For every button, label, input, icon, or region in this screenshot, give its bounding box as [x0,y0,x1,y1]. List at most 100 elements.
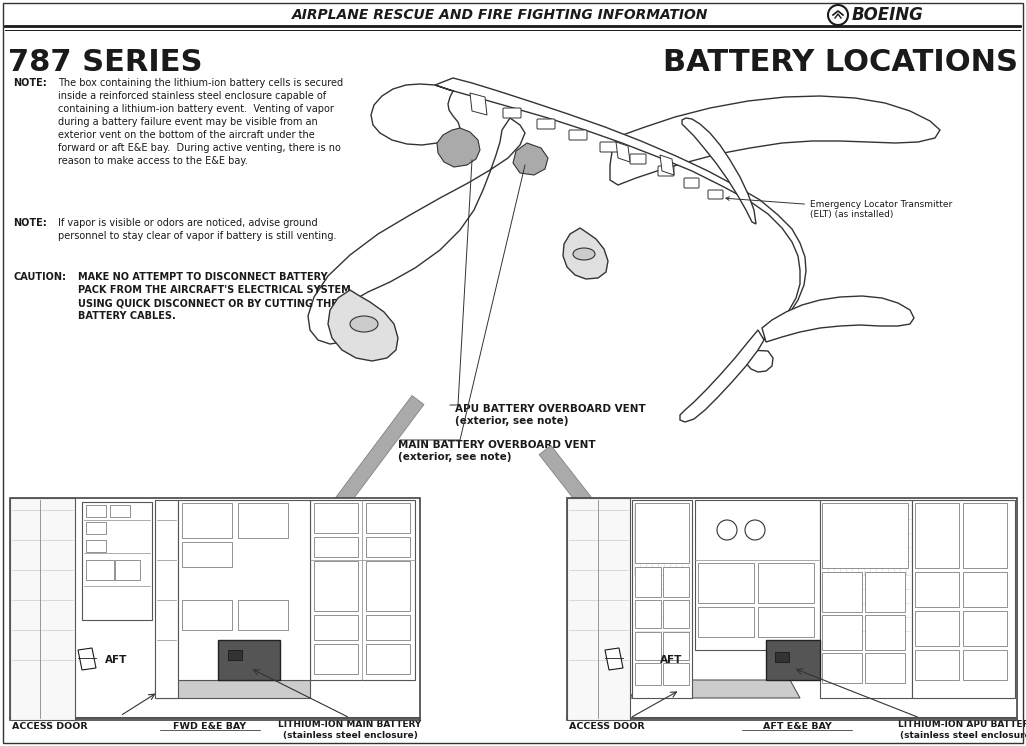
Bar [366,644,410,674]
Bar [915,572,959,607]
Bar [963,650,1007,680]
Polygon shape [177,500,310,680]
FancyBboxPatch shape [658,166,674,176]
Bar [228,650,242,660]
Bar [915,611,959,646]
Bar [314,615,358,640]
Polygon shape [155,680,310,698]
Bar [698,607,754,637]
Polygon shape [513,143,548,175]
Text: Emergency Locator Transmitter
(ELT) (as installed): Emergency Locator Transmitter (ELT) (as … [725,197,952,219]
Bar [663,600,689,628]
Bar [366,561,410,611]
Polygon shape [195,395,424,698]
Polygon shape [610,96,940,185]
Bar [110,505,130,517]
Polygon shape [308,118,525,344]
Polygon shape [695,500,820,650]
Polygon shape [762,296,914,342]
Polygon shape [605,648,623,670]
Polygon shape [539,445,740,700]
Bar [775,652,789,662]
Polygon shape [470,93,487,115]
Bar [822,572,862,612]
Bar [238,503,288,538]
Bar [238,600,288,630]
Bar [314,561,358,611]
Circle shape [745,520,765,540]
FancyBboxPatch shape [630,154,646,164]
Polygon shape [820,500,912,698]
Bar [822,615,862,650]
Bar [822,653,862,683]
Bar [115,560,140,580]
Bar [698,563,754,603]
Bar [758,563,814,603]
Polygon shape [616,142,630,162]
Bar [182,600,232,630]
Text: ACCESS DOOR: ACCESS DOOR [569,722,644,731]
Bar [865,615,905,650]
Circle shape [717,520,737,540]
Bar [86,560,114,580]
Polygon shape [682,118,756,224]
Ellipse shape [573,248,595,260]
Bar [915,503,959,568]
Circle shape [828,5,849,25]
Bar [314,503,358,533]
Bar [182,503,232,538]
Text: NOTE:: NOTE: [13,218,47,228]
FancyBboxPatch shape [708,190,723,199]
Polygon shape [632,500,692,698]
Polygon shape [567,498,630,720]
Text: LITHIUM-ION MAIN BATTERY
(stainless steel enclosure): LITHIUM-ION MAIN BATTERY (stainless stee… [278,720,422,740]
Text: AIRPLANE RESCUE AND FIRE FIGHTING INFORMATION: AIRPLANE RESCUE AND FIRE FIGHTING INFORM… [291,8,708,22]
Bar [314,537,358,557]
FancyBboxPatch shape [537,119,555,129]
Bar [635,600,661,628]
Polygon shape [766,640,820,680]
Polygon shape [78,648,96,670]
Bar [663,632,689,660]
Polygon shape [563,228,608,279]
FancyBboxPatch shape [600,142,618,152]
Polygon shape [328,290,398,361]
Polygon shape [437,128,480,167]
Text: ACCESS DOOR: ACCESS DOOR [12,722,87,731]
Bar [182,542,232,567]
Polygon shape [630,680,800,698]
Polygon shape [310,500,415,680]
FancyBboxPatch shape [684,178,699,188]
Ellipse shape [350,316,378,332]
Text: AFT: AFT [105,655,127,665]
Text: 787 SERIES: 787 SERIES [8,48,202,77]
Bar [663,663,689,685]
Bar [635,663,661,685]
Text: CAUTION:: CAUTION: [13,272,66,282]
Bar [314,644,358,674]
Bar [366,615,410,640]
Bar [758,607,814,637]
Bar [635,503,689,563]
Text: NOTE:: NOTE: [13,78,47,88]
Text: BOEING: BOEING [852,6,923,24]
Bar [865,653,905,683]
Bar [963,611,1007,646]
Bar [865,572,905,612]
FancyBboxPatch shape [569,130,587,140]
Bar [86,505,106,517]
Text: AFT E&E BAY: AFT E&E BAY [762,722,831,731]
Polygon shape [218,640,280,680]
Text: The box containing the lithium-ion battery cells is secured
inside a reinforced : The box containing the lithium-ion batte… [58,78,343,166]
Polygon shape [82,502,152,620]
Text: APU BATTERY OVERBOARD VENT
(exterior, see note): APU BATTERY OVERBOARD VENT (exterior, se… [455,404,645,426]
Polygon shape [371,78,806,372]
Bar [663,567,689,597]
Text: If vapor is visible or odors are noticed, advise ground
personnel to stay clear : If vapor is visible or odors are noticed… [58,218,337,241]
Polygon shape [155,500,177,698]
Polygon shape [10,498,75,720]
Text: FWD E&E BAY: FWD E&E BAY [173,722,246,731]
Bar [366,537,410,557]
FancyBboxPatch shape [503,108,521,118]
Polygon shape [680,330,764,422]
